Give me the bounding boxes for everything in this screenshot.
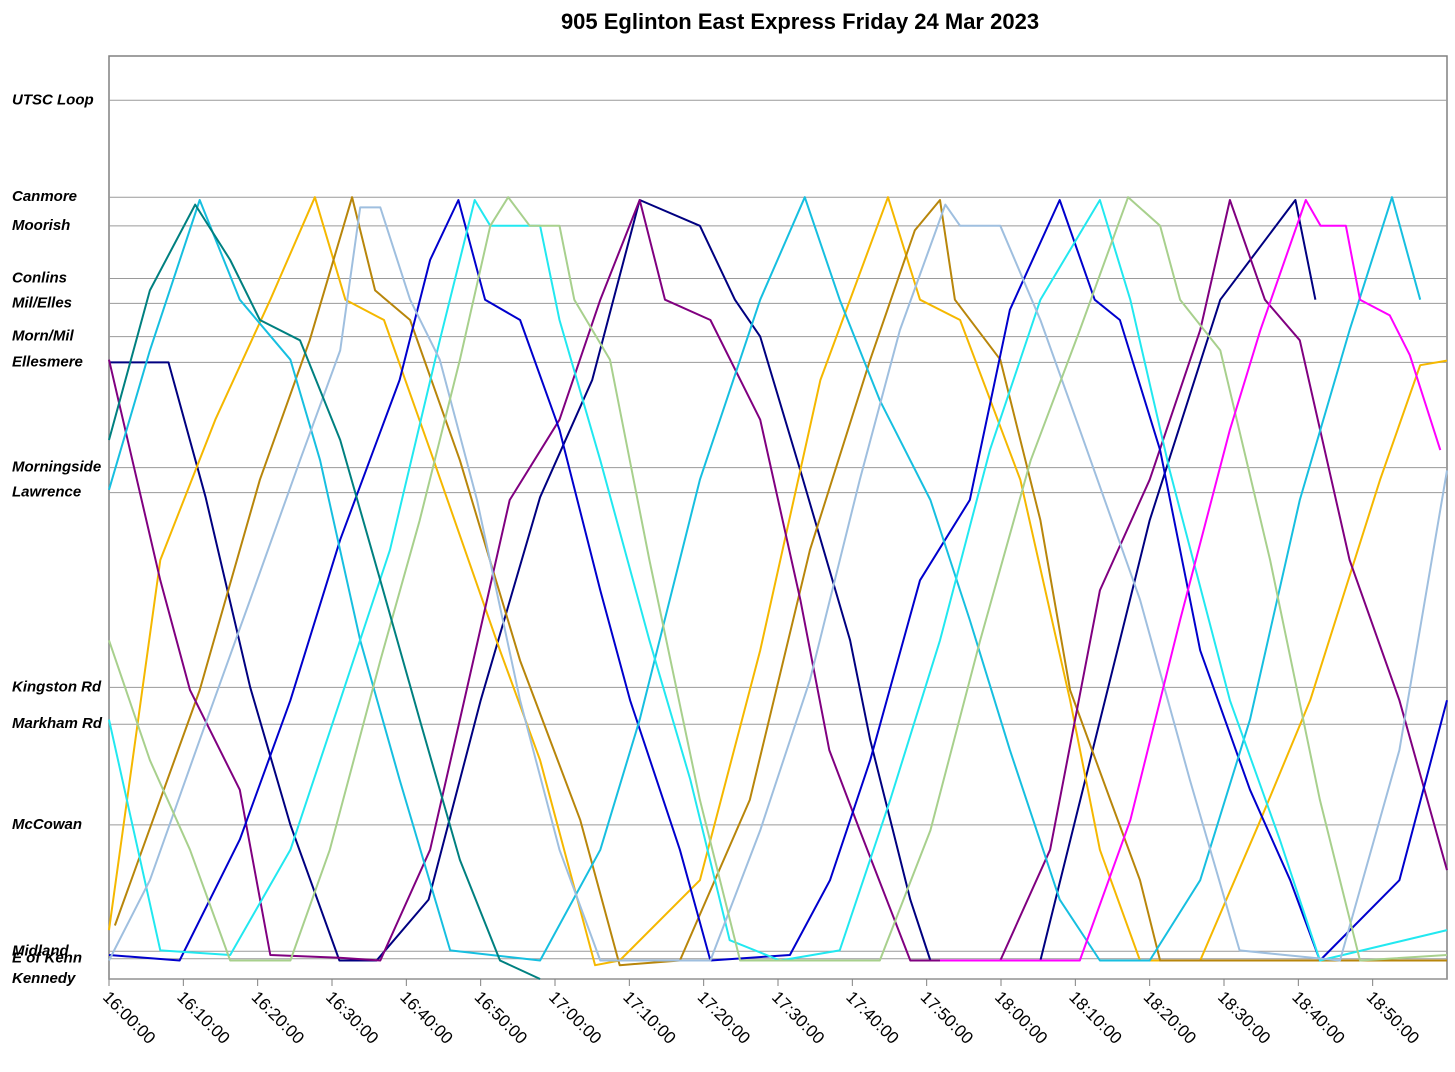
y-tick-label: Midland <box>12 942 69 959</box>
y-tick-label: UTSC Loop <box>12 91 94 108</box>
y-tick-label: E of Kenn <box>12 950 82 967</box>
chart-title: 905 Eglinton East Express Friday 24 Mar … <box>561 9 1039 34</box>
trip-line <box>108 203 1448 962</box>
trip-line <box>108 199 1448 962</box>
trip-line <box>940 199 1442 962</box>
y-tick-label: Ellesmere <box>12 353 83 370</box>
y-tick-label: Lawrence <box>12 484 81 501</box>
y-tick-label: Moorish <box>12 217 70 234</box>
trip-line <box>113 196 1447 967</box>
y-tick-label: Conlins <box>12 269 67 286</box>
trip-line <box>108 196 1448 962</box>
y-tick-label: Markham Rd <box>12 715 103 732</box>
trip-line <box>108 199 1448 962</box>
y-tick-label: Kennedy <box>12 970 76 987</box>
trip-line <box>108 196 1448 967</box>
y-tick-label: Mil/Elles <box>12 294 72 311</box>
y-tick-label: Morningside <box>12 459 101 476</box>
trip-line <box>108 196 1422 962</box>
y-tick-label: Kingston Rd <box>12 678 102 695</box>
y-tick-label: McCowan <box>12 816 82 833</box>
trip-line <box>108 203 541 980</box>
trip-line <box>108 199 1448 962</box>
y-tick-label: Morn/Mil <box>12 328 74 345</box>
y-tick-label: Canmore <box>12 188 77 205</box>
